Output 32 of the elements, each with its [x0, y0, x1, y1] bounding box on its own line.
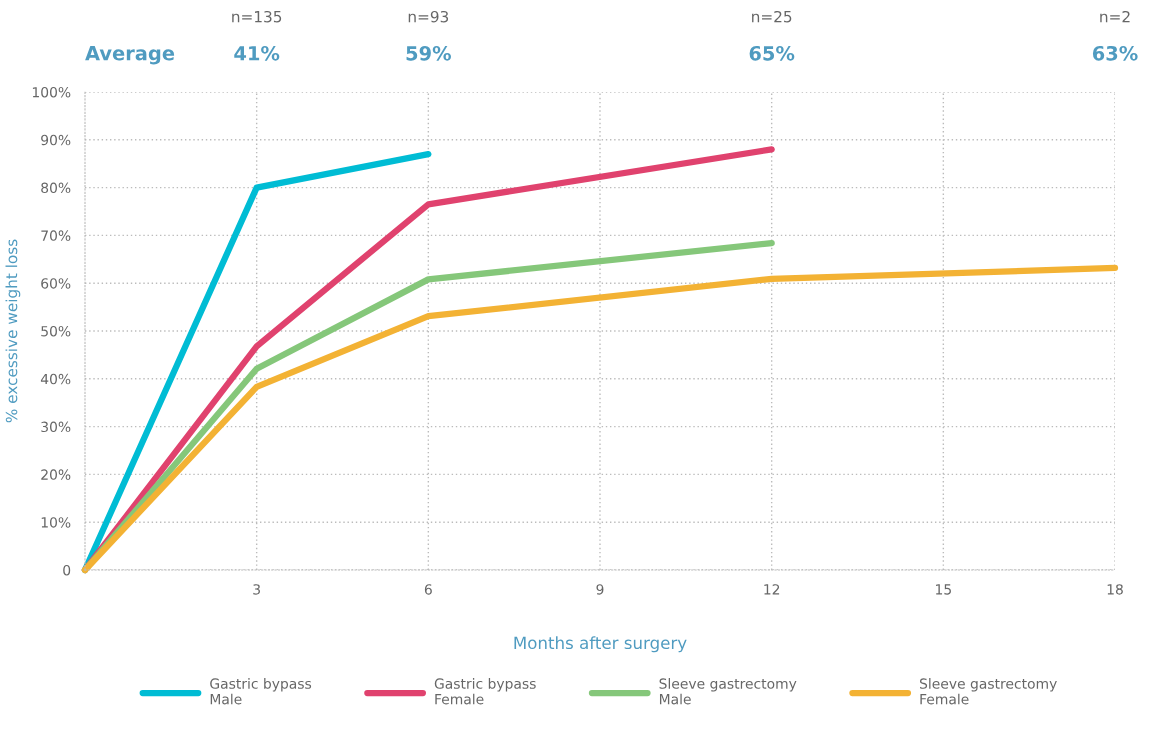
- y-tick-label: 30%: [41, 421, 71, 433]
- text: 63%: [1092, 45, 1138, 61]
- text: n=93: [408, 10, 449, 23]
- legend-label: Gastric bypass Female: [434, 678, 536, 705]
- y-tick-label: 60%: [41, 278, 71, 289]
- y-tick-label: 40%: [40, 373, 71, 385]
- text: Average: [85, 46, 175, 65]
- y-tick-label: 0: [63, 564, 71, 576]
- y-tick-label: 100%: [32, 86, 71, 98]
- text: 41%: [234, 45, 280, 61]
- text: n=2: [1100, 10, 1130, 23]
- y-tick-label: 50%: [41, 325, 71, 337]
- legend-label: Sleeve gastrectomy Male: [659, 678, 797, 705]
- x-tick-label: 15: [936, 584, 951, 595]
- text: 59%: [406, 45, 451, 61]
- x-tick-label: 18: [1107, 584, 1123, 595]
- legend-label: Sleeve gastrectomy Female: [919, 678, 1057, 705]
- x-tick-label: 12: [764, 584, 780, 595]
- y-axis-title: % excessive weight loss: [5, 239, 21, 423]
- y-tick-label: 20%: [41, 469, 71, 480]
- text: n=25: [752, 10, 792, 23]
- x-axis-title: Months after surgery: [514, 636, 687, 653]
- y-tick-label: 70%: [41, 230, 71, 241]
- x-tick-label: 3: [253, 584, 260, 595]
- x-tick-label: 6: [424, 584, 432, 595]
- y-tick-label: 10%: [41, 517, 71, 528]
- text: 65%: [749, 45, 795, 61]
- text: n=135: [232, 10, 282, 23]
- y-tick-label: 90%: [41, 134, 71, 146]
- x-tick-label: 9: [596, 584, 604, 595]
- y-tick-label: 80%: [41, 182, 71, 194]
- legend-label: Gastric bypass Male: [210, 678, 312, 705]
